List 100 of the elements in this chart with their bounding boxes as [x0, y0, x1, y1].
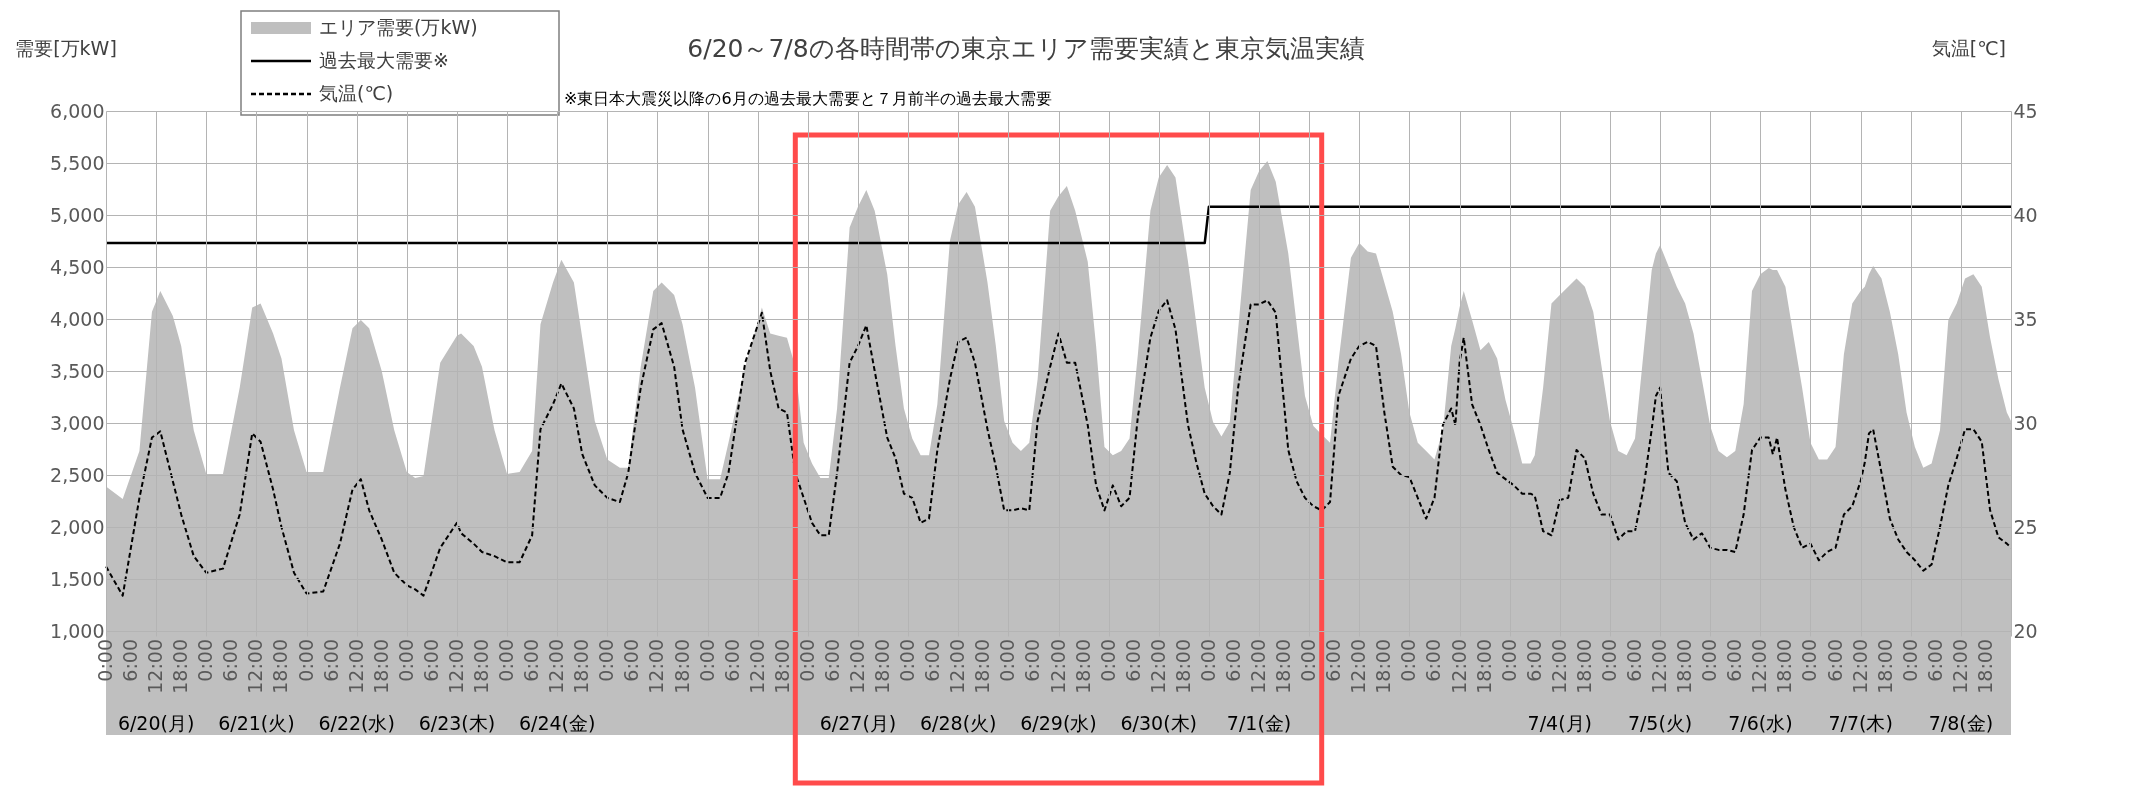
x-tick-label: 0:00: [795, 639, 818, 682]
y-tick-label: 1,500: [50, 567, 105, 590]
x-tick-label: 0:00: [495, 639, 518, 682]
x-tick-label: 12:00: [1046, 639, 1069, 694]
x-tick-label: 12:00: [946, 639, 969, 694]
x-tick-label: 6:00: [820, 639, 843, 682]
x-tick-label: 6:00: [1221, 639, 1244, 682]
x-tick-label: 12:00: [1347, 639, 1370, 694]
x-tick-label: 0:00: [394, 639, 417, 682]
x-tick-label: 6:00: [419, 639, 442, 682]
x-tick-label: 6:00: [1422, 639, 1445, 682]
x-tick-label: 12:00: [1848, 639, 1871, 694]
text: 7/1(金): [1226, 712, 1292, 734]
legend-label: エリア需要(万kW): [319, 16, 478, 38]
y-tick-label: 5,000: [50, 203, 105, 226]
x-tick-label: 0:00: [1096, 639, 1119, 682]
x-tick-label: 0:00: [194, 639, 217, 682]
x-tick-label: 12:00: [344, 639, 367, 694]
x-tick-label: 0:00: [1698, 639, 1721, 682]
x-tick-label: 6:00: [319, 639, 342, 682]
chart-title: 6/20～7/8の各時間帯の東京エリア需要実績と東京気温実績: [687, 34, 1365, 63]
x-tick-label: 6:00: [520, 639, 543, 682]
y-tick-label: 2,500: [50, 463, 105, 486]
x-tick-label: 0:00: [1898, 639, 1921, 682]
x-tick-label: 6:00: [219, 639, 242, 682]
y2-tick-label: 25: [2013, 515, 2038, 538]
y2-tick-label: 45: [2013, 99, 2038, 122]
text: 7/4(月): [1527, 712, 1593, 734]
x-tick-label: 12:00: [845, 639, 868, 694]
x-tick-label: 0:00: [1798, 639, 1821, 682]
text: 6/24(金): [518, 712, 596, 734]
y-tick-label: 4,500: [50, 255, 105, 278]
x-tick-label: 6:00: [1121, 639, 1144, 682]
x-tick-label: 0:00: [1196, 639, 1219, 682]
x-tick-label: 0:00: [896, 639, 919, 682]
x-tick-label: 18:00: [169, 639, 192, 694]
x-tick-label: 6:00: [1723, 639, 1746, 682]
x-tick-label: 18:00: [871, 639, 894, 694]
x-tick-label: 18:00: [1171, 639, 1194, 694]
text: 6/27(月): [819, 712, 897, 734]
x-tick-label: 6:00: [620, 639, 643, 682]
y2-tick-label: 20: [2013, 619, 2038, 642]
text: 6/29(水): [1020, 712, 1097, 734]
x-tick-label: 18:00: [971, 639, 994, 694]
x-tick-label: 6:00: [1623, 639, 1646, 682]
text: ※東日本大震災以降の6月の過去最大需要と７月前半の過去最大需要: [564, 89, 1052, 108]
x-tick-label: 0:00: [294, 639, 317, 682]
text: 6/28(火): [919, 712, 997, 734]
text: 6/22(水): [318, 712, 395, 734]
x-tick-label: 18:00: [469, 639, 492, 694]
text: 7/7(木): [1828, 712, 1893, 734]
y-tick-label: 2,000: [50, 515, 105, 538]
y2-tick-label: 40: [2013, 203, 2038, 226]
x-tick-label: 18:00: [770, 639, 793, 694]
y2-tick-label: 30: [2013, 411, 2038, 434]
x-tick-label: 0:00: [595, 639, 618, 682]
x-tick-label: 0:00: [1397, 639, 1420, 682]
y-tick-label: 3,000: [50, 411, 105, 434]
y2-axis-title: 気温[℃]: [1931, 37, 2006, 59]
x-tick-label: 0:00: [94, 639, 116, 682]
legend-label: 気温(℃): [319, 82, 394, 104]
x-tick-label: 18:00: [369, 639, 392, 694]
x-tick-label: 18:00: [1372, 639, 1395, 694]
x-tick-label: 12:00: [1247, 639, 1270, 694]
x-tick-label: 6:00: [1923, 639, 1946, 682]
x-tick-label: 18:00: [1272, 639, 1295, 694]
text: 7/8(金): [1928, 712, 1994, 734]
x-tick-label: 18:00: [1873, 639, 1896, 694]
x-tick-label: 12:00: [645, 639, 668, 694]
x-tick-label: 18:00: [1673, 639, 1696, 694]
x-tick-label: 12:00: [1748, 639, 1771, 694]
text: 6/21(火): [218, 712, 295, 734]
x-tick-label: 12:00: [144, 639, 167, 694]
x-tick-label: 12:00: [1547, 639, 1570, 694]
x-tick-label: 0:00: [1297, 639, 1320, 682]
x-tick-label: 18:00: [1973, 639, 1996, 694]
y-tick-label: 3,500: [50, 359, 105, 382]
x-tick-label: 18:00: [269, 639, 292, 694]
x-tick-label: 12:00: [1447, 639, 1470, 694]
x-tick-label: 12:00: [1146, 639, 1169, 694]
x-tick-label: 6:00: [119, 639, 142, 682]
x-tick-label: 12:00: [444, 639, 467, 694]
x-tick-label: 18:00: [1472, 639, 1495, 694]
x-tick-label: 12:00: [745, 639, 768, 694]
x-tick-label: 0:00: [1597, 639, 1620, 682]
x-tick-label: 6:00: [1522, 639, 1545, 682]
x-tick-label: 0:00: [1497, 639, 1520, 682]
x-tick-label: 6:00: [1021, 639, 1044, 682]
x-tick-label: 12:00: [1948, 639, 1971, 694]
text: 6/30(木): [1120, 712, 1198, 734]
text: 6/23(木): [418, 712, 496, 734]
x-tick-label: 18:00: [1071, 639, 1094, 694]
y2-tick-label: 35: [2013, 307, 2038, 330]
text: 6/20(月): [117, 712, 195, 734]
x-tick-label: 12:00: [244, 639, 267, 694]
y-tick-label: 4,000: [50, 307, 105, 330]
y-axis-title: 需要[万kW]: [15, 37, 117, 59]
x-tick-label: 6:00: [1823, 639, 1846, 682]
x-tick-label: 12:00: [545, 639, 568, 694]
x-tick-label: 18:00: [570, 639, 593, 694]
